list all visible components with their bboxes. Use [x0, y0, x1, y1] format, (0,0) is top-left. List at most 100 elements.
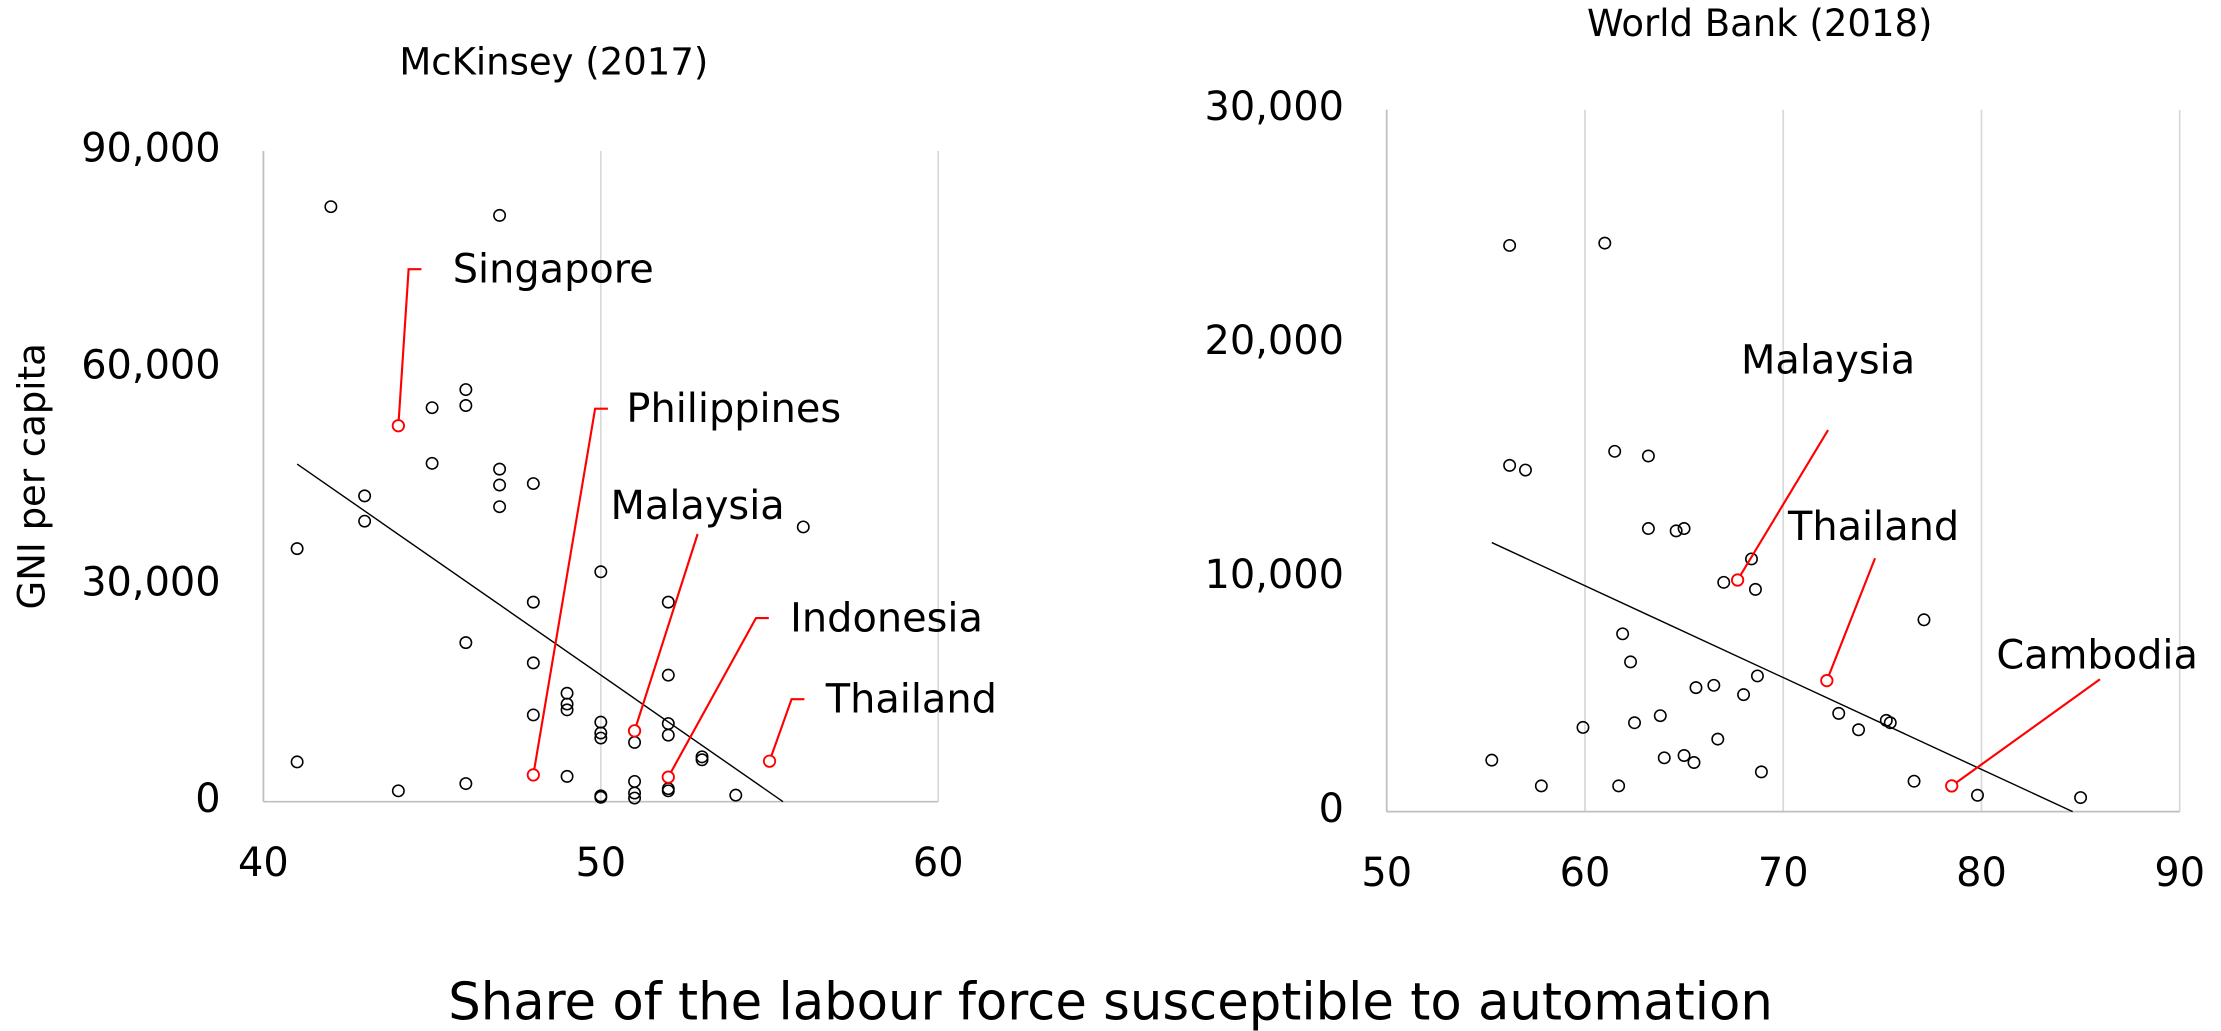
data-point	[1852, 723, 1866, 737]
data-point	[290, 755, 304, 769]
data-point	[2074, 791, 2088, 805]
y-tick-label: 0	[195, 776, 220, 822]
data-point	[1750, 669, 1764, 683]
data-point	[391, 784, 405, 798]
data-point	[661, 668, 675, 682]
data-point	[1534, 779, 1548, 793]
data-point	[560, 703, 574, 717]
highlighted-point	[661, 770, 675, 784]
data-point	[1612, 779, 1626, 793]
x-tick-label: 60	[913, 840, 964, 886]
y-tick-label: 20,000	[1205, 318, 1344, 364]
data-point	[425, 456, 439, 470]
highlighted-point	[526, 768, 540, 782]
x-tick-label: 40	[238, 840, 289, 886]
leader-line	[397, 268, 422, 426]
x-tick-label: 80	[1956, 850, 2007, 896]
data-point	[1608, 444, 1622, 458]
annotation: Indonesia	[790, 595, 983, 641]
data-point	[594, 731, 608, 745]
data-point	[560, 697, 574, 711]
data-point	[493, 208, 507, 222]
data-point	[628, 774, 642, 788]
data-point	[1883, 716, 1897, 730]
data-point	[1677, 522, 1691, 536]
data-point	[1641, 449, 1655, 463]
leader-line	[667, 616, 769, 778]
data-point	[493, 478, 507, 492]
data-point	[560, 769, 574, 783]
y-tick-label: 30,000	[81, 559, 220, 605]
leader-line	[768, 698, 805, 762]
highlighted-point	[1945, 779, 1959, 793]
data-point	[1653, 709, 1667, 723]
chart-title: World Bank (2018)	[1587, 2, 1933, 45]
data-point	[1717, 575, 1731, 589]
annotation: Philippines	[626, 386, 841, 432]
annotation: Singapore	[453, 247, 654, 293]
y-axis-label: GNI per capita	[11, 343, 54, 609]
annotation: Thailand	[1787, 504, 1959, 550]
highlighted-point	[1820, 673, 1834, 688]
data-point	[526, 656, 540, 670]
data-point	[1737, 688, 1751, 702]
data-point	[1707, 678, 1721, 692]
data-point	[1485, 753, 1499, 767]
y-tick-label: 60,000	[81, 342, 220, 388]
data-point	[1519, 463, 1532, 477]
x-tick-label: 60	[1560, 850, 1611, 896]
x-tick-label: 50	[575, 840, 626, 886]
data-point	[1687, 756, 1701, 769]
y-tick-label: 10,000	[1205, 552, 1344, 598]
data-point	[290, 542, 304, 556]
data-point	[1677, 749, 1691, 762]
leader-line	[1736, 429, 1829, 581]
highlighted-point	[391, 419, 405, 433]
data-point	[594, 726, 608, 740]
data-point	[324, 200, 338, 214]
data-point	[1669, 524, 1683, 538]
data-point	[1754, 765, 1768, 779]
trendline	[296, 463, 784, 803]
leader-line	[1951, 678, 2101, 787]
annotation: Malaysia	[611, 483, 785, 529]
data-point	[526, 595, 540, 609]
data-point	[1598, 236, 1612, 250]
data-point	[661, 728, 675, 742]
y-tick-label: 90,000	[81, 126, 220, 172]
data-point	[594, 790, 608, 804]
data-point	[358, 489, 372, 503]
data-point	[796, 520, 810, 534]
data-point	[1689, 681, 1703, 695]
data-point	[661, 595, 675, 609]
data-point	[628, 791, 642, 805]
data-point	[661, 784, 675, 798]
data-point	[1745, 552, 1758, 566]
data-point	[594, 565, 608, 579]
data-point	[526, 477, 540, 491]
data-point	[1624, 655, 1638, 669]
annotation: Thailand	[825, 677, 997, 723]
data-point	[628, 786, 642, 800]
data-point	[459, 777, 473, 791]
data-point	[1503, 238, 1517, 252]
x-axis-label: Share of the labour force susceptible to…	[448, 972, 1773, 1031]
data-point	[1832, 706, 1846, 720]
data-point	[1657, 751, 1671, 765]
data-point	[1576, 720, 1590, 734]
leader-line	[1825, 557, 1877, 682]
highlighted-point	[627, 724, 642, 738]
data-point	[695, 753, 709, 767]
data-point	[1748, 582, 1762, 596]
data-point	[1641, 522, 1655, 536]
y-tick-label: 30,000	[1205, 84, 1344, 130]
x-tick-label: 70	[1758, 850, 1809, 896]
data-point	[1503, 458, 1517, 472]
data-point	[1907, 774, 1921, 788]
trendline	[1491, 541, 2073, 813]
data-point	[1628, 716, 1641, 730]
data-point	[459, 399, 473, 412]
data-point	[628, 735, 642, 749]
data-point	[729, 788, 743, 802]
data-point	[493, 500, 507, 514]
